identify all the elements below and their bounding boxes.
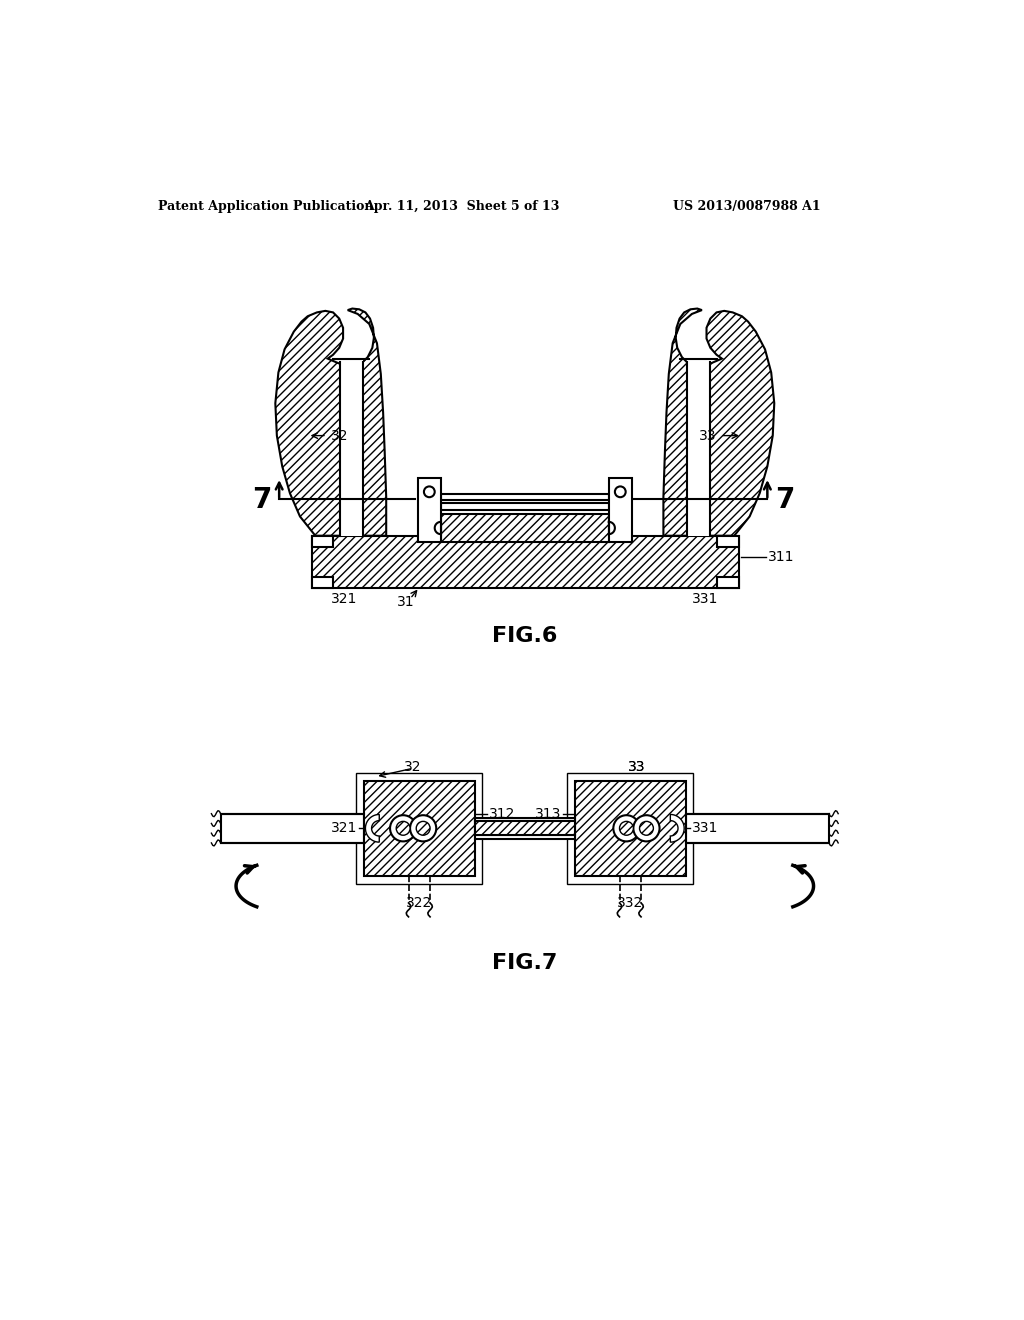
Polygon shape — [441, 515, 608, 543]
Text: Apr. 11, 2013  Sheet 5 of 13: Apr. 11, 2013 Sheet 5 of 13 — [364, 199, 559, 213]
Text: 332: 332 — [617, 896, 643, 909]
Text: 33: 33 — [628, 760, 645, 774]
Circle shape — [620, 821, 634, 836]
Polygon shape — [441, 503, 608, 510]
Polygon shape — [441, 494, 608, 500]
Text: FIG.7: FIG.7 — [493, 953, 557, 973]
Text: 331: 331 — [692, 821, 718, 836]
Polygon shape — [608, 478, 632, 543]
Circle shape — [634, 816, 659, 841]
Circle shape — [613, 816, 640, 841]
Text: 33: 33 — [699, 429, 717, 442]
Text: 321: 321 — [332, 591, 357, 606]
Polygon shape — [686, 359, 710, 536]
Text: 312: 312 — [488, 808, 515, 821]
Polygon shape — [366, 814, 379, 842]
Polygon shape — [717, 536, 739, 548]
Text: 312: 312 — [482, 521, 509, 535]
Text: 31: 31 — [397, 595, 415, 609]
Text: 32: 32 — [331, 429, 348, 442]
Text: 321: 321 — [332, 821, 357, 836]
Text: 313: 313 — [540, 521, 565, 535]
Circle shape — [614, 487, 626, 498]
Text: FIG.6: FIG.6 — [493, 626, 557, 645]
Circle shape — [424, 487, 435, 498]
Polygon shape — [220, 813, 364, 843]
Circle shape — [390, 816, 416, 841]
Polygon shape — [311, 536, 739, 589]
Polygon shape — [686, 813, 829, 843]
Polygon shape — [340, 359, 364, 536]
Text: 322: 322 — [407, 896, 432, 909]
Polygon shape — [311, 577, 333, 589]
Polygon shape — [717, 577, 739, 589]
Polygon shape — [311, 536, 333, 548]
Polygon shape — [574, 780, 686, 876]
Polygon shape — [475, 817, 574, 821]
Text: 33: 33 — [628, 760, 645, 774]
Circle shape — [410, 816, 436, 841]
Polygon shape — [475, 821, 574, 836]
Polygon shape — [671, 814, 684, 842]
Circle shape — [416, 821, 430, 836]
Text: 7: 7 — [775, 486, 795, 515]
Polygon shape — [275, 309, 386, 536]
Polygon shape — [418, 478, 441, 543]
Polygon shape — [364, 780, 475, 876]
Circle shape — [640, 821, 653, 836]
Text: 313: 313 — [535, 808, 561, 821]
Text: 311: 311 — [768, 550, 795, 564]
Polygon shape — [475, 836, 574, 840]
Text: Patent Application Publication: Patent Application Publication — [158, 199, 373, 213]
Text: 32: 32 — [404, 760, 422, 774]
Text: 331: 331 — [692, 591, 718, 606]
Circle shape — [396, 821, 410, 836]
Text: US 2013/0087988 A1: US 2013/0087988 A1 — [673, 199, 820, 213]
Polygon shape — [664, 309, 774, 536]
Text: 7: 7 — [252, 486, 271, 515]
